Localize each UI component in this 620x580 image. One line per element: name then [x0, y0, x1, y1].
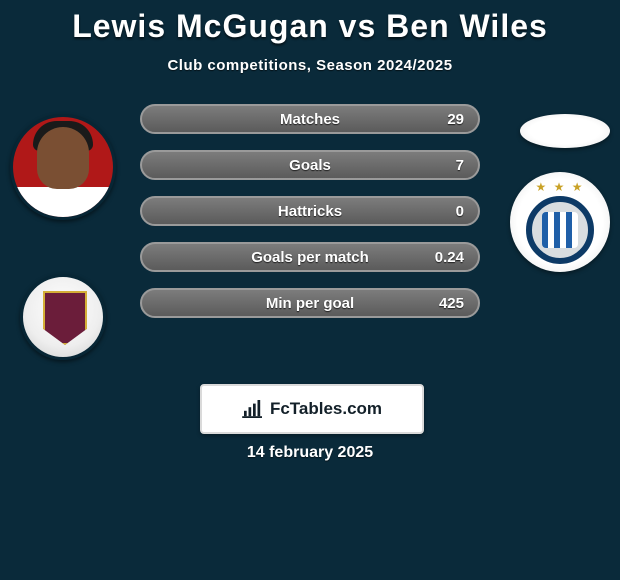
stat-label: Goals	[289, 157, 331, 174]
jersey-shape	[13, 187, 113, 217]
stat-label: Min per goal	[266, 295, 354, 312]
stat-value: 0	[456, 203, 464, 220]
footer-brand-badge[interactable]: FcTables.com	[200, 384, 424, 434]
stat-value: 7	[456, 157, 464, 174]
stat-row-matches: Matches 29	[140, 104, 480, 134]
stat-row-gpm: Goals per match 0.24	[140, 242, 480, 272]
footer-brand-text: FcTables.com	[270, 399, 382, 419]
club-ring	[526, 196, 594, 264]
face-shape	[37, 127, 89, 189]
card-date: 14 february 2025	[0, 444, 620, 462]
right-player-avatar	[520, 114, 610, 148]
stat-label: Matches	[280, 111, 340, 128]
crest-shield-icon	[43, 291, 87, 345]
stat-value: 0.24	[435, 249, 464, 266]
bars-chart-icon	[242, 400, 264, 418]
left-player-avatar	[10, 114, 116, 220]
stars-icon: ★ ★ ★	[510, 180, 610, 194]
right-club-badge: ★ ★ ★	[510, 172, 610, 272]
stat-label: Goals per match	[251, 249, 369, 266]
page-subtitle: Club competitions, Season 2024/2025	[0, 57, 620, 74]
stat-row-mpg: Min per goal 425	[140, 288, 480, 318]
comparison-card: Lewis McGugan vs Ben Wiles Club competit…	[0, 8, 620, 580]
stripes-icon	[542, 212, 578, 248]
stat-value: 425	[439, 295, 464, 312]
content-area: ★ ★ ★ Matches 29 Goals 7 Hattricks 0 Goa…	[0, 104, 620, 364]
left-club-badge	[20, 274, 106, 360]
stat-value: 29	[447, 111, 464, 128]
stat-label: Hattricks	[278, 203, 342, 220]
page-title: Lewis McGugan vs Ben Wiles	[0, 8, 620, 45]
stat-row-goals: Goals 7	[140, 150, 480, 180]
stat-row-hattricks: Hattricks 0	[140, 196, 480, 226]
stats-bars: Matches 29 Goals 7 Hattricks 0 Goals per…	[140, 104, 480, 334]
